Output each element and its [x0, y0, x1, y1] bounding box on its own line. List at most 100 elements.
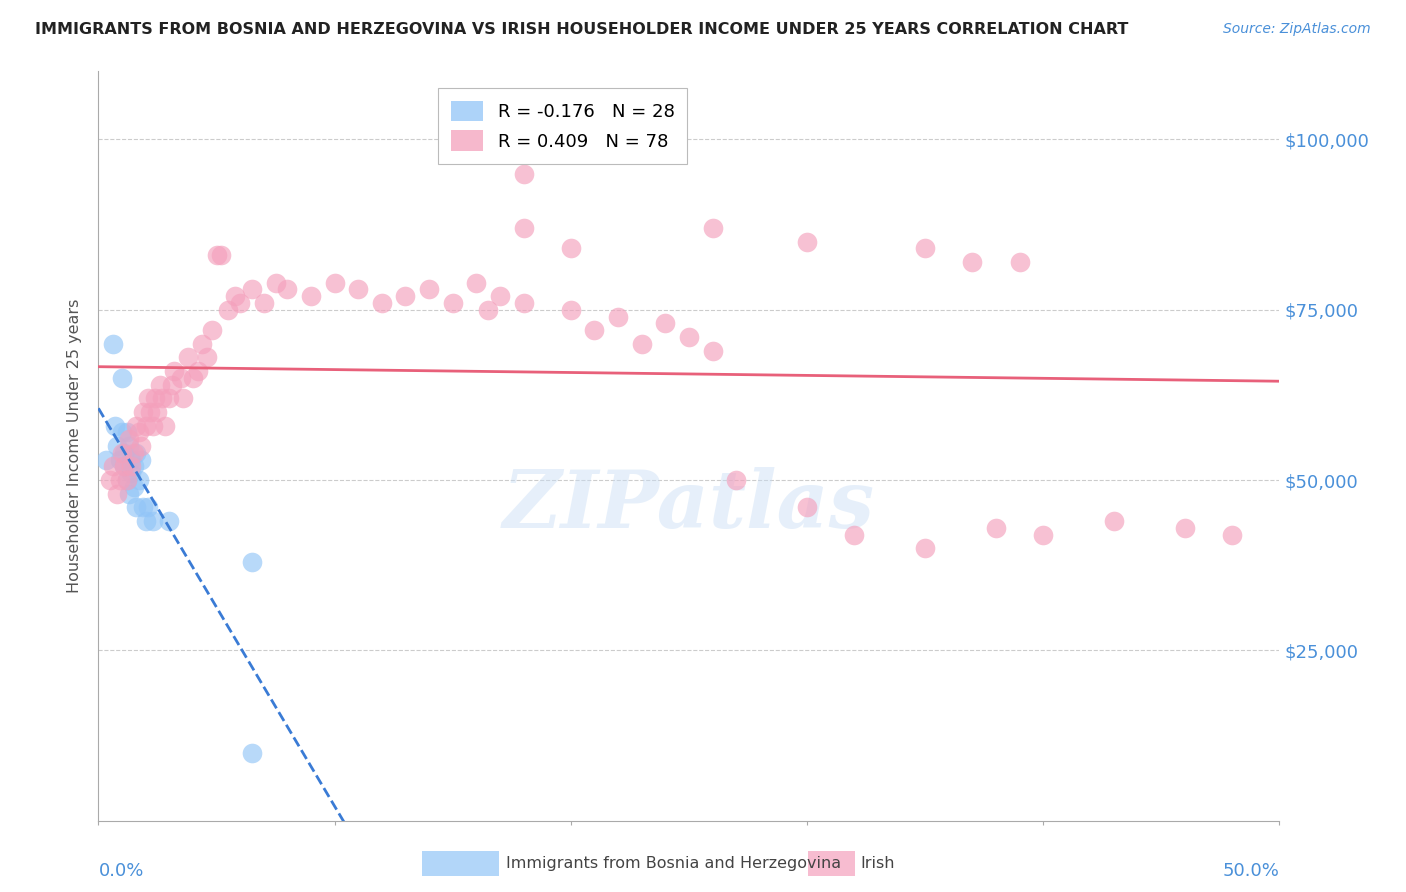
- Point: [125, 446, 148, 460]
- Point: [299, 289, 322, 303]
- Point: [654, 317, 676, 331]
- Text: 50.0%: 50.0%: [1223, 862, 1279, 880]
- Point: [560, 242, 582, 256]
- Point: [702, 343, 724, 358]
- Point: [149, 377, 172, 392]
- Point: [108, 452, 131, 467]
- Point: [276, 282, 298, 296]
- Point: [560, 302, 582, 317]
- Point: [111, 371, 134, 385]
- Point: [135, 418, 157, 433]
- Point: [725, 473, 748, 487]
- Point: [153, 418, 176, 433]
- Point: [122, 459, 145, 474]
- Point: [201, 323, 224, 337]
- Point: [205, 248, 228, 262]
- Point: [136, 392, 159, 406]
- Point: [914, 242, 936, 256]
- Point: [105, 486, 128, 500]
- Point: [129, 452, 152, 467]
- Point: [122, 480, 145, 494]
- Point: [115, 425, 138, 440]
- Point: [118, 432, 141, 446]
- Point: [512, 167, 534, 181]
- Point: [128, 473, 150, 487]
- Text: Irish: Irish: [860, 856, 896, 871]
- Point: [111, 446, 134, 460]
- Point: [181, 371, 204, 385]
- Point: [122, 446, 145, 460]
- Point: [132, 500, 155, 515]
- Point: [136, 500, 159, 515]
- Point: [139, 405, 162, 419]
- Point: [150, 392, 173, 406]
- Legend: R = -0.176   N = 28, R = 0.409   N = 78: R = -0.176 N = 28, R = 0.409 N = 78: [439, 88, 688, 164]
- Point: [240, 746, 263, 760]
- Point: [224, 289, 246, 303]
- Point: [702, 221, 724, 235]
- Point: [217, 302, 239, 317]
- Point: [118, 486, 141, 500]
- Point: [796, 500, 818, 515]
- Point: [1008, 255, 1031, 269]
- Point: [125, 500, 148, 515]
- Point: [143, 392, 166, 406]
- Point: [195, 351, 218, 365]
- Point: [489, 289, 512, 303]
- Point: [163, 364, 186, 378]
- Point: [111, 425, 134, 440]
- Point: [157, 514, 180, 528]
- Point: [914, 541, 936, 556]
- Point: [607, 310, 630, 324]
- Point: [394, 289, 416, 303]
- Point: [418, 282, 440, 296]
- Point: [115, 473, 138, 487]
- Point: [104, 418, 127, 433]
- Point: [170, 371, 193, 385]
- Point: [128, 425, 150, 440]
- Point: [108, 473, 131, 487]
- Point: [678, 330, 700, 344]
- Point: [142, 418, 165, 433]
- Point: [135, 514, 157, 528]
- Point: [1174, 521, 1197, 535]
- Point: [1032, 527, 1054, 541]
- Point: [121, 459, 143, 474]
- Point: [229, 296, 252, 310]
- Point: [512, 296, 534, 310]
- Point: [984, 521, 1007, 535]
- Point: [115, 473, 138, 487]
- Point: [844, 527, 866, 541]
- Point: [347, 282, 370, 296]
- Point: [630, 336, 652, 351]
- Point: [512, 221, 534, 235]
- Point: [160, 377, 183, 392]
- Point: [142, 514, 165, 528]
- Point: [1102, 514, 1125, 528]
- Point: [962, 255, 984, 269]
- Text: Immigrants from Bosnia and Herzegovina: Immigrants from Bosnia and Herzegovina: [506, 856, 841, 871]
- Point: [98, 473, 121, 487]
- Point: [323, 276, 346, 290]
- Y-axis label: Householder Income Under 25 years: Householder Income Under 25 years: [67, 299, 83, 593]
- Point: [796, 235, 818, 249]
- Point: [121, 467, 143, 481]
- Point: [477, 302, 499, 317]
- Point: [112, 459, 135, 474]
- Point: [105, 439, 128, 453]
- Text: 0.0%: 0.0%: [98, 862, 143, 880]
- Point: [125, 418, 148, 433]
- Point: [177, 351, 200, 365]
- Point: [118, 439, 141, 453]
- Point: [94, 452, 117, 467]
- Point: [264, 276, 287, 290]
- Point: [101, 459, 124, 474]
- Point: [583, 323, 606, 337]
- Point: [157, 392, 180, 406]
- Text: IMMIGRANTS FROM BOSNIA AND HERZEGOVINA VS IRISH HOUSEHOLDER INCOME UNDER 25 YEAR: IMMIGRANTS FROM BOSNIA AND HERZEGOVINA V…: [35, 22, 1129, 37]
- Point: [209, 248, 232, 262]
- Point: [240, 555, 263, 569]
- Point: [112, 446, 135, 460]
- Point: [371, 296, 394, 310]
- Text: ZIPatlas: ZIPatlas: [503, 467, 875, 545]
